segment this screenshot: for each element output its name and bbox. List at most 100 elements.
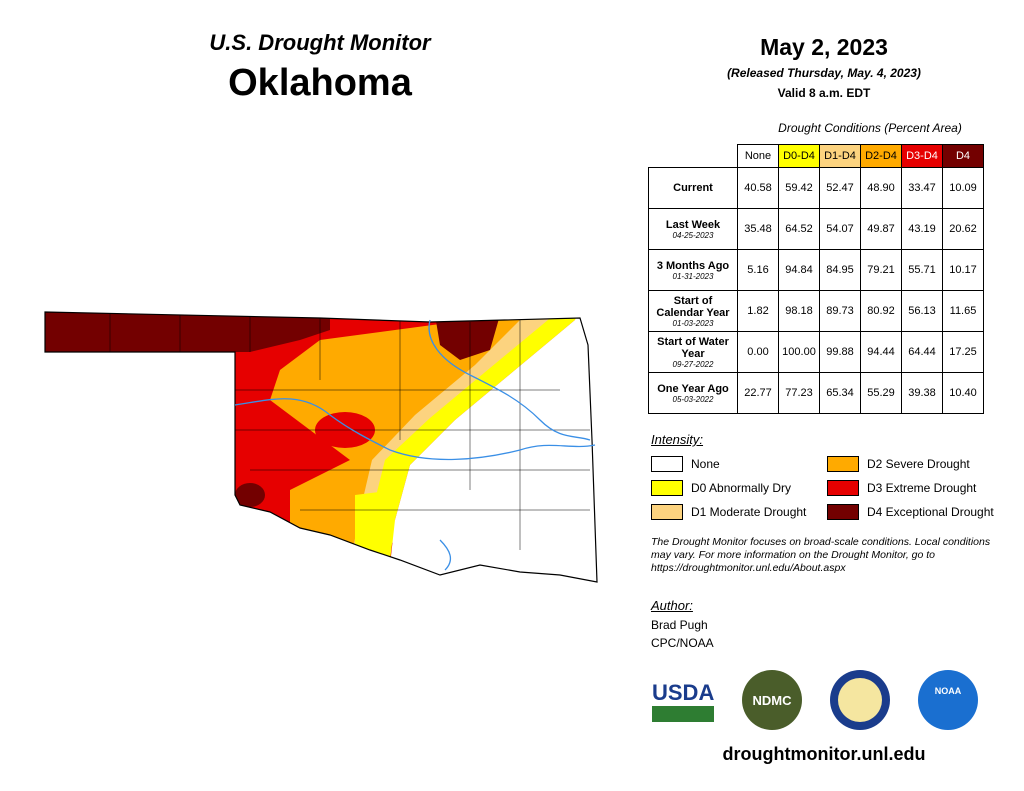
note: The Drought Monitor focuses on broad-sca… [651,536,991,574]
cell: 11.65 [942,290,984,332]
cell: 48.90 [860,167,902,209]
row-date: 05-03-2022 [672,394,714,404]
header-row: None D0-D4 D1-D4 D2-D4 D3-D4 D4 [648,144,984,168]
cell: 35.48 [737,208,779,250]
cell: 89.73 [819,290,861,332]
column-header: None [737,144,779,168]
legend-swatch [827,504,859,520]
title: U.S. Drought Monitor [209,30,431,55]
cell: 1.82 [737,290,779,332]
logo-ndmc [742,670,802,730]
corner [648,144,738,168]
cell: 55.29 [860,372,902,414]
cell: 94.44 [860,331,902,373]
legend-label: D0 Abnormally Dry [691,481,792,495]
cell: 94.84 [778,249,820,291]
cell: 84.95 [819,249,861,291]
column-header: D0-D4 [778,144,820,168]
cell: 52.47 [819,167,861,209]
cell: 49.87 [860,208,902,250]
footer-url: droughtmonitor.unl.edu [722,744,926,764]
cell: 59.42 [778,167,820,209]
cell: 77.23 [778,372,820,414]
cell: 22.77 [737,372,779,414]
cell: 20.62 [942,208,984,250]
cell: 79.21 [860,249,902,291]
map [44,311,598,583]
data-row: Start of Water Year 09-27-2022 0.00 100.00 9… [648,331,984,373]
author-name: Brad Pugh [651,618,708,632]
column-header: D2-D4 [860,144,902,168]
row-header: One Year Ago 05-03-2022 [648,372,738,414]
legend-item: D4 Exceptional Drought [827,504,994,520]
data-row: One Year Ago 05-03-2022 22.77 77.23 65.34 55.… [648,372,984,414]
row-date: 09-27-2022 [672,359,714,369]
column-header: D3-D4 [901,144,943,168]
row-label: Current [673,182,713,194]
data-row: Start of Calendar Year 01-03-2023 1.82 98.1… [648,290,984,332]
logo-doc-inner [838,678,882,722]
legend-item: D0 Abnormally Dry [651,480,791,496]
logos: USDA NDMC NOAA [652,670,978,730]
cell: 100.00 [778,331,820,373]
cell: 39.38 [901,372,943,414]
row-date: 01-31-2023 [672,271,714,281]
legend-label: None [691,457,720,471]
author-title: Author: [651,598,693,613]
cell: 10.17 [942,249,984,291]
row-label: 3 Months Ago [656,259,730,272]
author-org: CPC/NOAA [651,636,714,650]
cell: 10.40 [942,372,984,414]
logo-usda: USDA [652,680,714,705]
cell: 80.92 [860,290,902,332]
cell: 98.18 [778,290,820,332]
row-label: One Year Ago [657,382,729,395]
row-date: 01-03-2023 [672,318,714,328]
cell: 17.25 [942,331,984,373]
legend-swatch [651,456,683,472]
stats-table: None D0-D4 D1-D4 D2-D4 D3-D4 D4 Current 40.58 59… [648,144,984,414]
row-header: 3 Months Ago 01-31-2023 [648,249,738,291]
column-header: D4 [942,144,984,168]
cell: 56.13 [901,290,943,332]
state: Oklahoma [228,62,412,104]
logo-ndmc-text: NDMC [753,693,793,708]
cell: 40.58 [737,167,779,209]
legend-item: D2 Severe Drought [827,456,970,472]
cell: 43.19 [901,208,943,250]
cell: 0.00 [737,331,779,373]
cell: 55.71 [901,249,943,291]
legend-swatch [651,480,683,496]
valid: Valid 8 a.m. EDT [777,86,871,100]
legend-swatch [651,504,683,520]
row-header: Start of Calendar Year 01-03-2023 [648,290,738,332]
column-header: D1-D4 [819,144,861,168]
data-row: 3 Months Ago 01-31-2023 5.16 94.84 84.95 79.2… [648,249,984,291]
legend-item: D3 Extreme Drought [827,480,976,496]
legend-item: D1 Moderate Drought [651,504,806,520]
data-row: Current 40.58 59.42 52.47 48.90 33.47 10.09 [648,167,984,209]
row-date: 04-25-2023 [672,230,714,240]
row-header: Last Week 04-25-2023 [648,208,738,250]
cell: 64.44 [901,331,943,373]
legend-label: D2 Severe Drought [867,457,970,471]
cell: 65.34 [819,372,861,414]
cell: 5.16 [737,249,779,291]
logo-noaa [918,670,978,730]
table-caption: Drought Conditions (Percent Area) [778,121,962,135]
row-label: Start of Water Year [657,335,729,360]
row-label: Start of Calendar Year [656,294,730,319]
legend-label: D4 Exceptional Drought [867,505,994,519]
row-label: Last Week [665,218,721,231]
cell: 10.09 [942,167,984,209]
legend-label: D3 Extreme Drought [867,481,977,495]
cell: 99.88 [819,331,861,373]
cell: 54.07 [819,208,861,250]
row-header: Start of Water Year 09-27-2022 [648,331,738,373]
cell: 33.47 [901,167,943,209]
row-header: Current [648,167,738,209]
logo-noaa-text: NOAA [935,686,962,696]
legend-label: D1 Moderate Drought [691,505,807,519]
cell: 64.52 [778,208,820,250]
